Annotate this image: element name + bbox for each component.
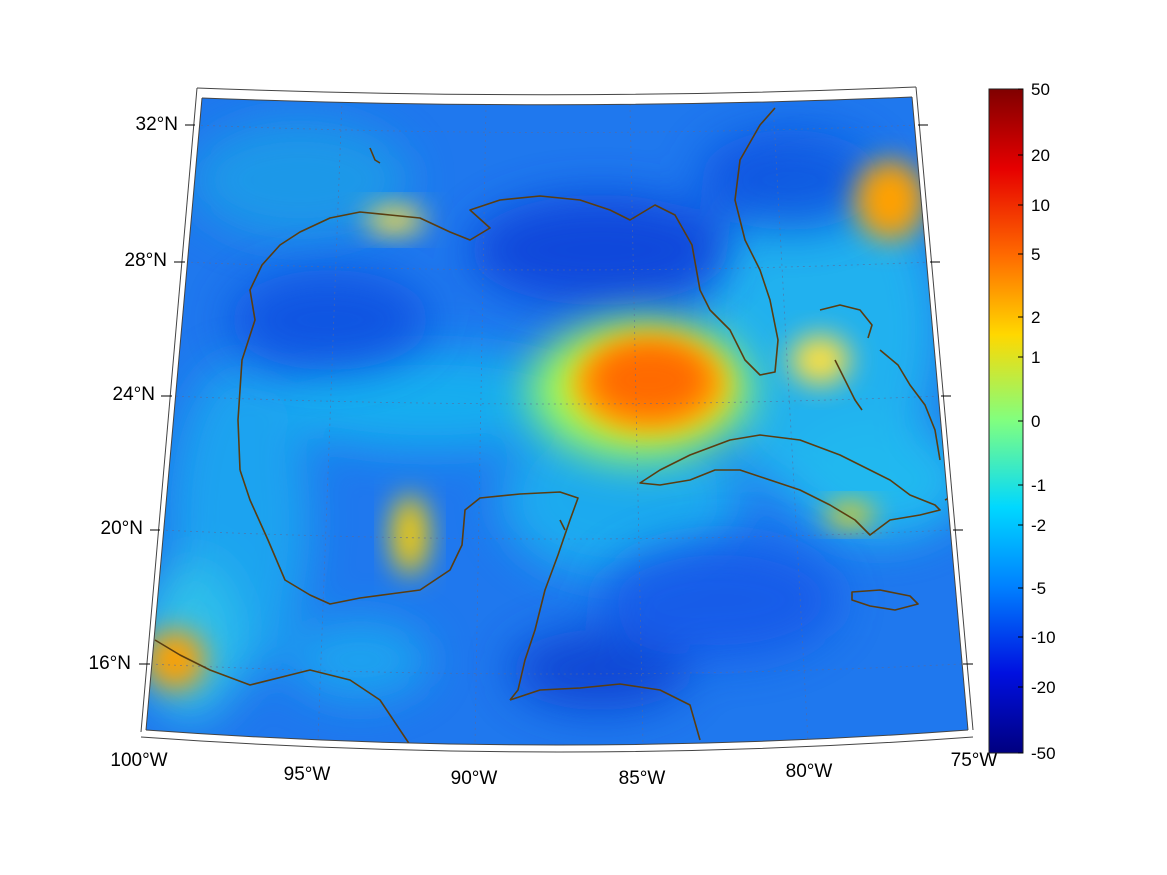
- colorbar-label-neg2: -2: [1031, 516, 1046, 535]
- axis-ticks: [139, 124, 973, 665]
- colorbar-label-neg50: -50: [1031, 744, 1056, 763]
- lat-label-28: 28°N: [125, 250, 167, 271]
- colorbar-label-1: 1: [1031, 348, 1040, 367]
- colorbar-gradient: [988, 88, 1024, 754]
- colorbar-label-50: 50: [1031, 80, 1050, 99]
- colorbar-label-neg5: -5: [1031, 579, 1046, 598]
- lat-label-32: 32°N: [136, 114, 178, 135]
- map-frame: [140, 86, 974, 753]
- colorbar-label-neg10: -10: [1031, 628, 1056, 647]
- lon-label-75: 75°W: [951, 750, 998, 771]
- lat-label-16: 16°N: [89, 653, 131, 674]
- lat-label-24: 24°N: [113, 384, 155, 405]
- colorbar-label-2: 2: [1031, 308, 1040, 327]
- latitude-labels: 32°N 28°N 24°N 20°N 16°N: [89, 114, 178, 674]
- colorbar-label-20: 20: [1031, 146, 1050, 165]
- warm-anomaly: [146, 160, 925, 690]
- lon-label-100: 100°W: [110, 750, 167, 771]
- graticule: [149, 99, 963, 745]
- colorbar: 50 20 10 5 2 1 0 -1 -2 -5 -10 -20 -50: [988, 80, 1056, 763]
- lon-label-85: 85°W: [619, 768, 666, 789]
- colorbar-label-0: 0: [1031, 412, 1040, 431]
- colorbar-label-neg20: -20: [1031, 678, 1056, 697]
- lon-label-90: 90°W: [451, 768, 498, 789]
- lat-label-20: 20°N: [101, 518, 143, 539]
- colorbar-label-neg1: -1: [1031, 476, 1046, 495]
- data-field: [146, 97, 968, 745]
- colorbar-label-5: 5: [1031, 245, 1040, 264]
- lon-label-80: 80°W: [786, 761, 833, 782]
- coastlines: [154, 107, 956, 745]
- colorbar-label-10: 10: [1031, 196, 1050, 215]
- longitude-labels: 100°W 95°W 90°W 85°W 80°W 75°W: [110, 750, 997, 789]
- lon-label-95: 95°W: [284, 764, 331, 785]
